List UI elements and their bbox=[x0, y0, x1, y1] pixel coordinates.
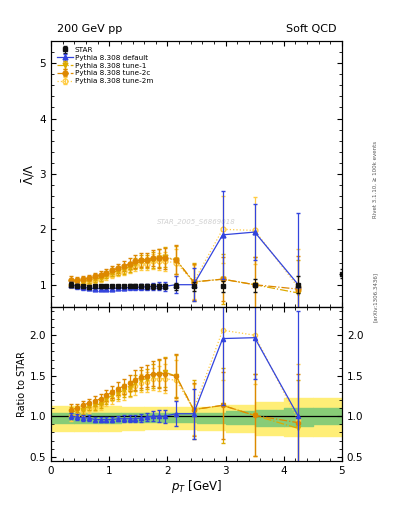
Text: [arXiv:1306.3436]: [arXiv:1306.3436] bbox=[373, 272, 378, 322]
Text: Soft QCD: Soft QCD bbox=[286, 24, 336, 34]
Text: 200 GeV pp: 200 GeV pp bbox=[57, 24, 122, 34]
Legend: STAR, Pythia 8.308 default, Pythia 8.308 tune-1, Pythia 8.308 tune-2c, Pythia 8.: STAR, Pythia 8.308 default, Pythia 8.308… bbox=[55, 45, 156, 87]
Text: STAR_2005_S6869018: STAR_2005_S6869018 bbox=[157, 219, 236, 225]
Text: Rivet 3.1.10, ≥ 100k events: Rivet 3.1.10, ≥ 100k events bbox=[373, 141, 378, 218]
Y-axis label: $\bar{\Lambda}/\Lambda$: $\bar{\Lambda}/\Lambda$ bbox=[20, 163, 37, 185]
X-axis label: $p_T$ [GeV]: $p_T$ [GeV] bbox=[171, 478, 222, 496]
Y-axis label: Ratio to STAR: Ratio to STAR bbox=[17, 351, 27, 417]
